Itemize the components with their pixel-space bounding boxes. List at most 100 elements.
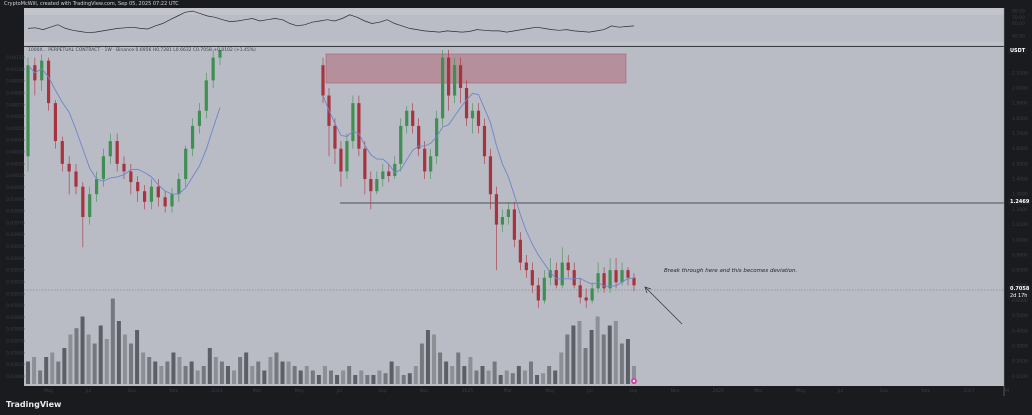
volume-bar bbox=[492, 361, 497, 384]
volume-bar bbox=[407, 373, 412, 384]
left-axis-tick-label: 0.04110 bbox=[6, 55, 25, 61]
volume-bar bbox=[195, 370, 200, 384]
candle-body bbox=[620, 270, 624, 283]
volume-bar bbox=[213, 357, 218, 384]
x-axis-tick-label: 2026 bbox=[713, 388, 725, 394]
volume-bar bbox=[50, 352, 55, 384]
left-axis-tick-label: 0.03870 bbox=[6, 339, 25, 345]
moving-average-line bbox=[27, 64, 635, 287]
chart-annotation: Break through here and this becomes devi… bbox=[664, 268, 798, 274]
volume-bar bbox=[541, 373, 546, 384]
volume-bar bbox=[256, 361, 261, 384]
volume-bar bbox=[625, 339, 630, 384]
volume-bar bbox=[286, 361, 291, 384]
candle-body bbox=[156, 186, 160, 198]
chart-legend: 1000X... PERPETUAL CONTRACT · 1W · Binan… bbox=[28, 48, 256, 53]
candle-body bbox=[488, 156, 493, 195]
volume-bar bbox=[510, 373, 515, 384]
volume-bar bbox=[110, 298, 115, 384]
volume-bar bbox=[98, 325, 103, 384]
left-axis-tick-label: 0.04100 bbox=[6, 67, 25, 73]
x-axis-tick-label: Jul bbox=[837, 388, 843, 394]
left-axis-tick-label: 0.03960 bbox=[6, 232, 25, 238]
candle-body bbox=[387, 171, 391, 177]
volume-bar bbox=[395, 366, 400, 384]
candle-body bbox=[560, 262, 564, 286]
right-axis-tick-label: 1.9000 bbox=[1012, 101, 1028, 107]
volume-bar bbox=[377, 370, 382, 384]
candle-body bbox=[53, 103, 58, 142]
volume-bar bbox=[44, 357, 49, 384]
rsi-tick-label: 60.00 bbox=[1012, 21, 1025, 27]
candle-body bbox=[584, 297, 588, 301]
left-axis-tick-label: 0.03990 bbox=[6, 197, 25, 203]
volume-bar bbox=[147, 357, 152, 384]
volume-bar bbox=[432, 334, 437, 384]
volume-bar bbox=[244, 352, 249, 384]
volume-bar bbox=[498, 375, 503, 384]
candle-body bbox=[411, 110, 415, 126]
candle-body bbox=[351, 103, 355, 142]
volume-bar bbox=[56, 361, 61, 384]
volume-bar bbox=[341, 370, 346, 384]
candle-body bbox=[536, 285, 540, 301]
candle-body bbox=[506, 209, 511, 217]
left-axis-tick-label: 0.04020 bbox=[6, 161, 25, 167]
candle-body bbox=[74, 171, 78, 187]
right-axis-tick-label: 0.4000 bbox=[1012, 328, 1028, 334]
left-axis-tick-label: 0.04030 bbox=[6, 150, 25, 156]
candle-body bbox=[363, 148, 367, 180]
volume-bar bbox=[177, 357, 182, 384]
candle-body bbox=[542, 277, 546, 301]
volume-bar bbox=[419, 343, 424, 384]
volume-bar bbox=[189, 361, 194, 384]
volume-bar bbox=[632, 366, 636, 384]
volume-bar bbox=[304, 366, 309, 384]
x-axis-tick-label: Jul bbox=[335, 388, 341, 394]
candle-body bbox=[632, 277, 636, 286]
x-axis-tick-label: Nov bbox=[921, 388, 930, 394]
candle-body bbox=[60, 141, 64, 164]
x-axis-tick-label: 2024 bbox=[211, 388, 223, 394]
candle-body bbox=[339, 148, 343, 172]
volume-bar bbox=[316, 375, 321, 384]
candle-body bbox=[375, 179, 379, 192]
candle-body bbox=[204, 80, 208, 111]
candle-body bbox=[88, 194, 92, 217]
candle-body bbox=[441, 57, 445, 119]
x-axis-tick-label: Sep bbox=[629, 388, 638, 394]
candle-body bbox=[530, 270, 534, 286]
volume-bar bbox=[74, 328, 79, 384]
candle-body bbox=[429, 156, 433, 172]
candle-body bbox=[399, 125, 403, 164]
left-axis-tick-label: 0.04090 bbox=[6, 79, 25, 85]
left-axis-tick-label: 0.03970 bbox=[6, 220, 25, 226]
right-axis-tick-label: 1.4000 bbox=[1012, 177, 1028, 183]
annotation-arrow bbox=[644, 286, 683, 325]
volume-bar bbox=[238, 357, 243, 384]
candle-body bbox=[423, 148, 427, 172]
volume-bar bbox=[444, 361, 449, 384]
volume-bar bbox=[159, 366, 164, 384]
candle-body bbox=[333, 125, 337, 149]
current-price-tag: 0.7058 bbox=[1008, 286, 1032, 292]
left-axis-tick-label: 0.04080 bbox=[6, 90, 25, 96]
right-axis-tick-label: 1.8000 bbox=[1012, 116, 1028, 122]
candle-body bbox=[142, 191, 147, 202]
volume-bar bbox=[268, 357, 273, 384]
volume-bar bbox=[383, 373, 388, 384]
volume-bar bbox=[565, 334, 570, 384]
candle-body bbox=[197, 110, 202, 126]
rsi-tick-label: 80.00 bbox=[1012, 9, 1025, 15]
x-axis-tick-label: Mar bbox=[253, 388, 262, 394]
candle-body bbox=[524, 262, 528, 271]
volume-bar bbox=[456, 352, 461, 384]
candle-body bbox=[115, 141, 119, 164]
volume-bar bbox=[141, 352, 146, 384]
volume-bar bbox=[232, 370, 237, 384]
volume-bar bbox=[359, 370, 364, 384]
volume-bar bbox=[262, 370, 267, 384]
volume-bar bbox=[129, 343, 134, 384]
x-axis-tick-label: 2025 bbox=[462, 388, 474, 394]
